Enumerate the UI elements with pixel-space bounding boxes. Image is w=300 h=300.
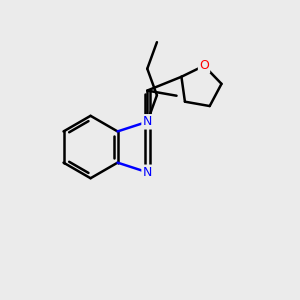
Text: N: N [142,115,152,128]
Text: N: N [142,166,152,179]
Text: O: O [199,59,209,72]
